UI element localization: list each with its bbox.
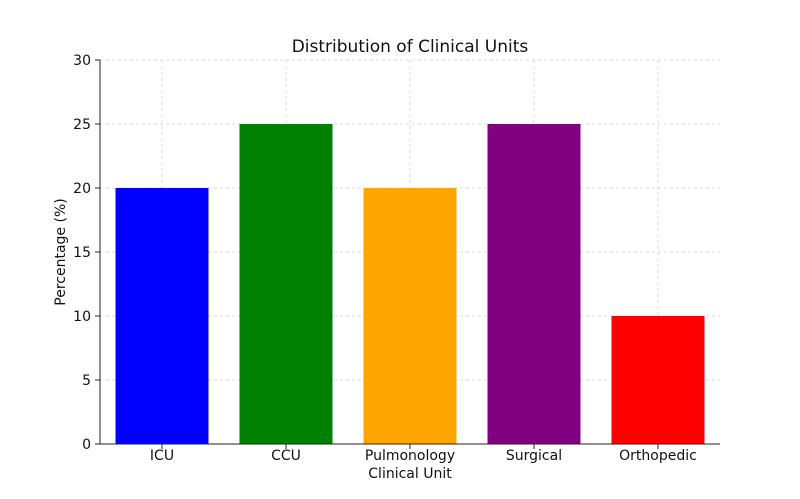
bar-surgical [487,124,581,444]
y-axis-label: Percentage (%) [53,198,69,305]
x-tick-label: CCU [271,448,301,464]
y-tick-label: 15 [73,245,91,261]
bar-orthopedic [611,316,705,444]
x-tick-label: Pulmonology [365,448,455,464]
y-tick-label: 20 [73,181,91,197]
y-tick-label: 0 [82,437,91,453]
chart-title: Distribution of Clinical Units [292,37,529,57]
x-tick-label: Surgical [506,448,562,464]
axis-layer: 0 5 10 15 20 25 30 ICU CCU Pulmonology Surgical Ort… [73,53,720,464]
x-axis-label: Clinical Unit [368,466,452,482]
y-tick-label: 30 [73,53,91,69]
x-tick-label: Orthopedic [619,448,697,464]
bar-layer [115,124,705,444]
y-tick-label: 5 [82,373,91,389]
bar-icu [115,188,209,444]
bar-ccu [239,124,333,444]
bar-pulmonology [363,188,457,444]
y-tick-label: 10 [73,309,91,325]
y-tick-label: 25 [73,117,91,133]
x-tick-label: ICU [150,448,174,464]
